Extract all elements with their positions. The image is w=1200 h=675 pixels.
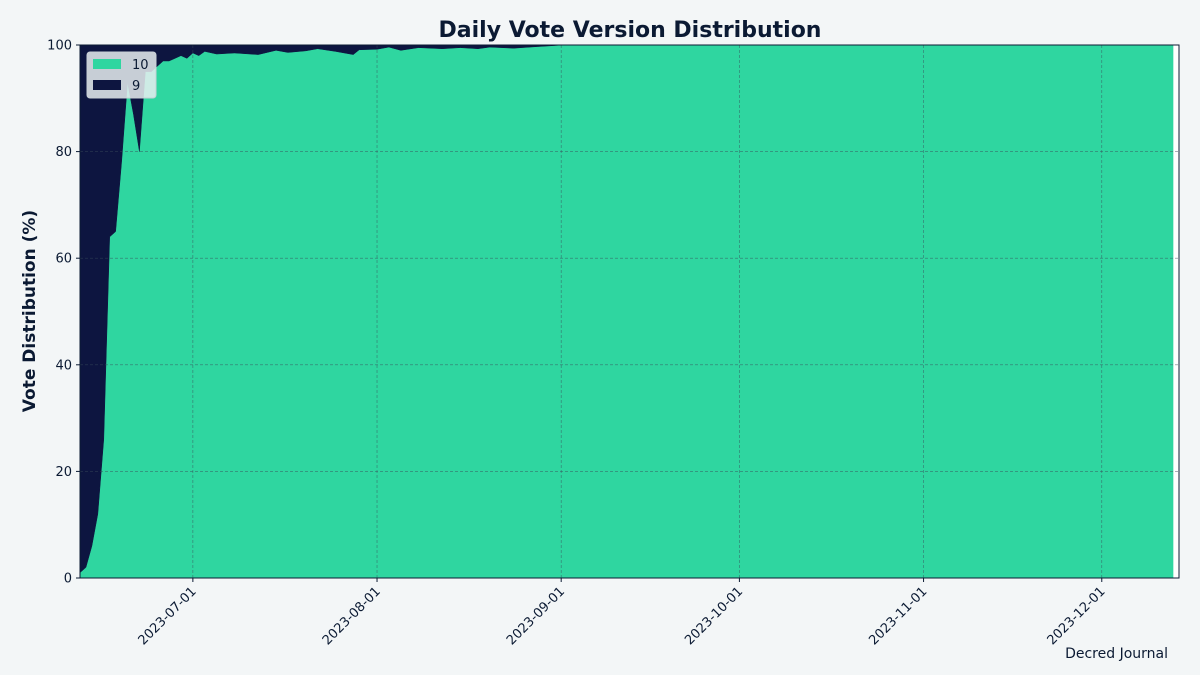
legend-label-10: 10	[132, 58, 149, 73]
legend-label-9: 9	[132, 79, 140, 94]
y-axis-label: Vote Distribution (%)	[20, 210, 40, 412]
x-tick-label-2023-07-01: 2023-07-01	[136, 584, 200, 648]
area-series-10	[79, 44, 1174, 579]
y-tick-label-100: 100	[47, 39, 72, 54]
legend: 109	[86, 51, 157, 99]
x-tick-label-2023-12-01: 2023-12-01	[1045, 584, 1109, 648]
legend-swatch-9	[93, 80, 121, 90]
y-tick-label-0: 0	[64, 572, 72, 587]
legend-swatch-10	[93, 59, 121, 69]
watermark-text: Decred Journal	[1065, 646, 1168, 662]
plot-area: 0 20 40 60 80 100 2023-07-01 2023-08-01 2023-09-…	[47, 39, 1180, 648]
x-tick-label-2023-08-01: 2023-08-01	[320, 584, 384, 648]
y-tick-label-40: 40	[55, 358, 72, 373]
x-tick-label-2023-09-01: 2023-09-01	[504, 584, 568, 648]
y-tick-label-80: 80	[55, 145, 72, 160]
plot-frame	[79, 44, 1180, 579]
chart-title: Daily Vote Version Distribution	[439, 18, 822, 43]
y-tick-label-20: 20	[55, 465, 72, 480]
y-tick-label-60: 60	[55, 252, 72, 267]
x-tick-label-2023-10-01: 2023-10-01	[682, 584, 746, 648]
x-tick-label-2023-11-01: 2023-11-01	[866, 584, 930, 648]
